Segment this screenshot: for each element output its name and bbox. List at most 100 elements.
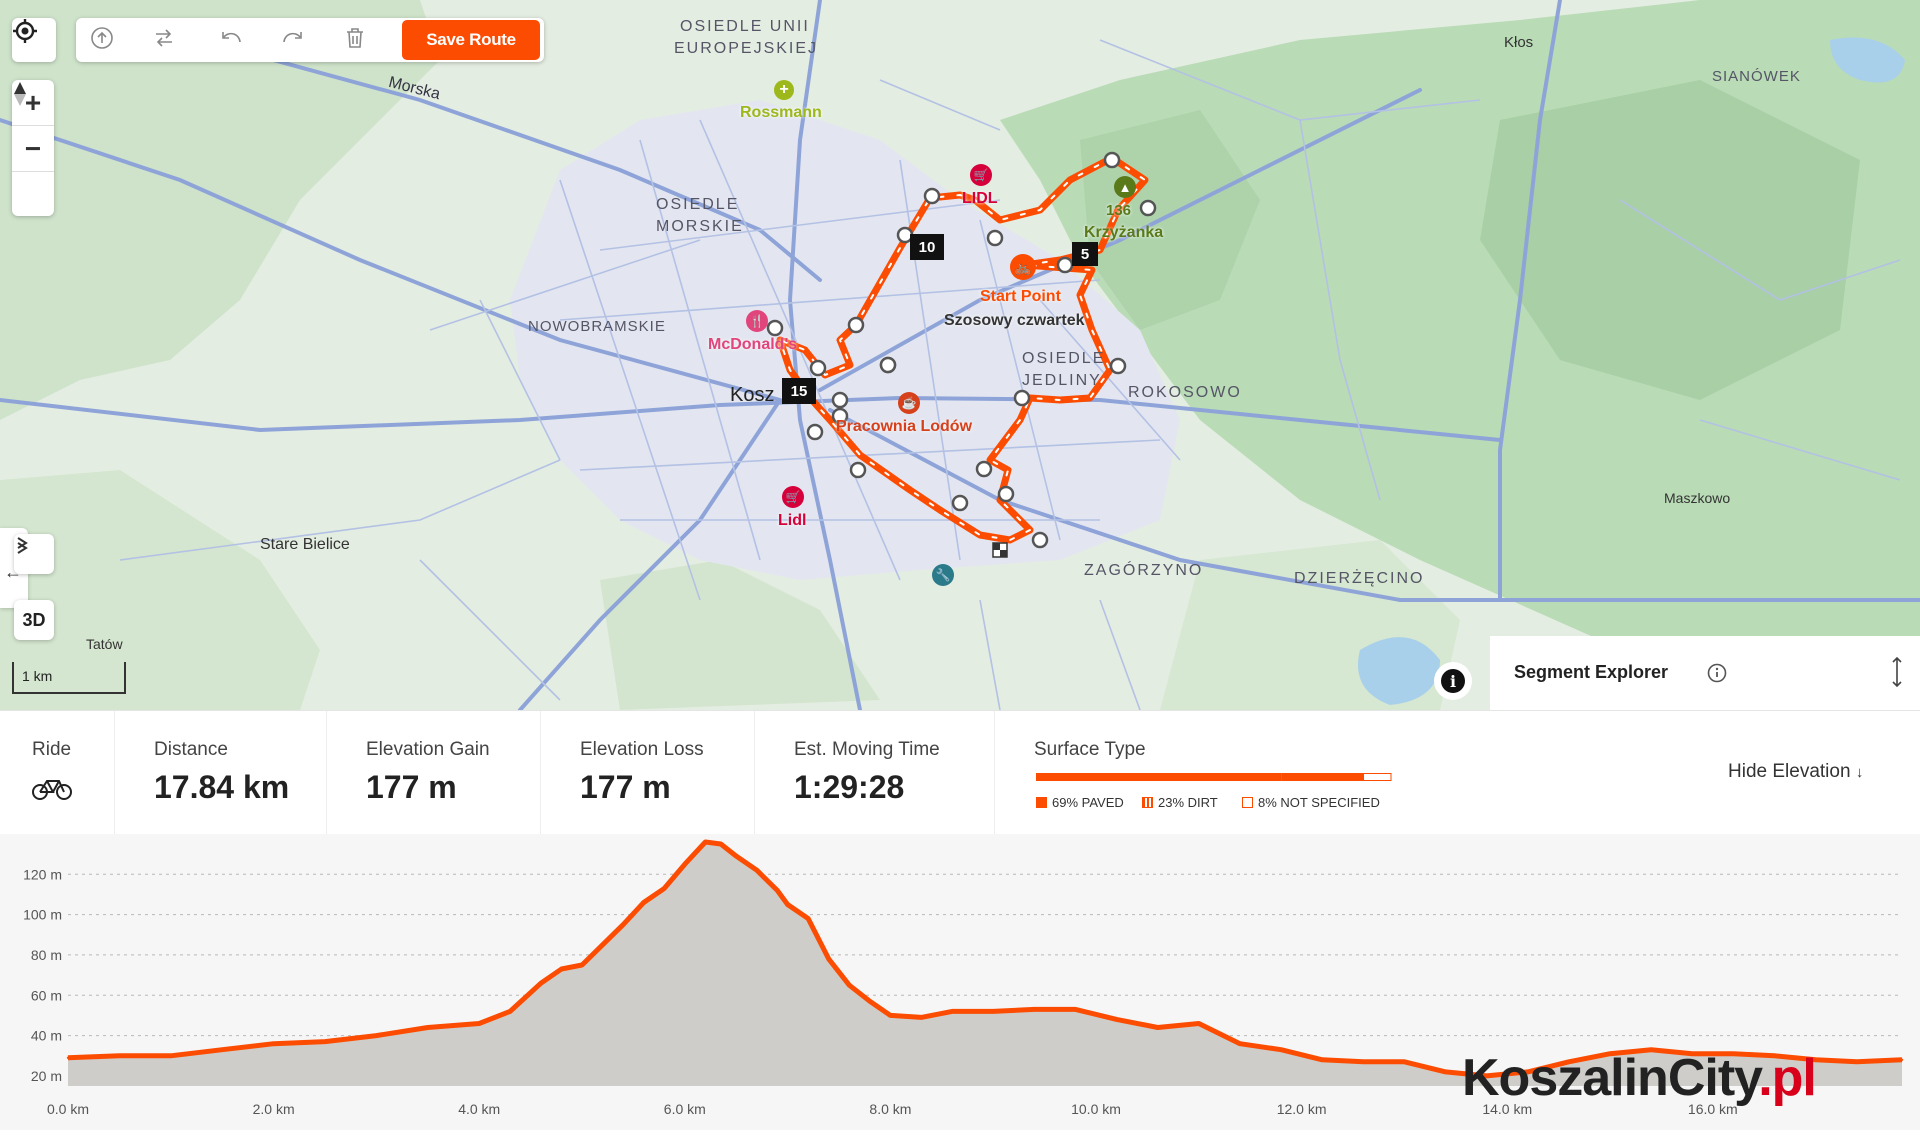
help-circle-icon[interactable] — [1706, 662, 1728, 684]
map-place-label: Kłos — [1504, 34, 1534, 51]
map-place-label: OSIEDLE — [1022, 350, 1106, 367]
elevation-point — [478, 1022, 481, 1025]
map-place-label: JEDLINY — [1022, 372, 1102, 389]
upload-icon[interactable] — [90, 26, 120, 54]
moving-time-value: 1:29:28 — [794, 769, 905, 805]
map-canvas[interactable] — [0, 0, 1920, 710]
layers-button[interactable] — [14, 534, 54, 574]
elevation-point — [683, 863, 686, 866]
save-route-button[interactable]: Save Route — [402, 20, 540, 60]
elevation-point — [1115, 1018, 1118, 1021]
surface-paved-fill — [1036, 773, 1282, 781]
legend-not-specified: 8% NOT SPECIFIED — [1242, 795, 1380, 810]
elevation-point — [426, 1026, 429, 1029]
start-point-bike-icon[interactable]: 🚲 — [1010, 254, 1036, 280]
distance-marker: 15 — [782, 378, 816, 404]
route-toolbar: Save Route — [76, 18, 544, 62]
elevation-point — [621, 923, 625, 926]
elevation-point — [1074, 1008, 1077, 1011]
segment-explorer-panel[interactable]: Segment Explorer — [1490, 636, 1920, 710]
redo-icon[interactable] — [280, 26, 310, 54]
map-place-label: ZAGÓRZYNO — [1084, 562, 1204, 579]
elevation-point — [272, 1042, 275, 1045]
compass-button[interactable] — [12, 82, 54, 217]
elevation-point — [323, 1040, 327, 1043]
map-place-label: ROKOSOWO — [1128, 384, 1242, 401]
poi-lidl-icon[interactable]: 🛒 — [782, 486, 804, 508]
distance-value: 17.84 km — [154, 769, 290, 805]
locate-button[interactable] — [12, 18, 56, 62]
elevation-chart[interactable]: 20 m 40 m 60 m 80 m 100 m 120 m 0.0 km 2.0 km 4.… — [0, 834, 1920, 1130]
watermark-logo: KoszalinCity.pl — [1462, 1049, 1817, 1107]
elevation-point — [1855, 1060, 1859, 1063]
distance-marker: 5 — [1072, 242, 1098, 266]
x-tick-label: 0.0 km — [47, 1101, 89, 1117]
elevation-point — [1403, 1060, 1406, 1063]
bike-icon — [32, 780, 72, 800]
route-map[interactable]: OSIEDLE UNII EUROPEJSKIEJ OSIEDLE MORSKI… — [0, 0, 1920, 710]
poi-mcdonalds-icon[interactable]: 🍴 — [746, 310, 768, 332]
elevation-point — [827, 957, 830, 961]
layers-icon — [17, 537, 28, 554]
x-tick-label: 4.0 km — [458, 1101, 500, 1117]
stat-elevation-loss: Elevation Loss 177 m — [548, 711, 755, 835]
elevation-point — [786, 903, 789, 906]
poi-label[interactable]: Szosowy czwartek — [944, 312, 1085, 329]
poi-label[interactable]: Lidl — [778, 512, 807, 529]
map-place-label: OSIEDLE UNII — [680, 18, 810, 35]
elevation-loss-label: Elevation Loss — [580, 739, 704, 760]
elevation-point — [1279, 1048, 1283, 1051]
elevation-point — [807, 917, 810, 920]
expand-vertical-icon[interactable] — [1890, 656, 1904, 688]
y-tick-label: 100 m — [23, 907, 62, 923]
x-tick-label: 16.0 km — [1688, 1101, 1738, 1117]
map-place-label: NOWOBRAMSKIE — [528, 318, 666, 335]
y-tick-label: 60 m — [31, 987, 62, 1003]
poi-label[interactable]: Krzyżanka — [1084, 224, 1164, 241]
poi-cafe-icon[interactable]: ☕ — [898, 392, 920, 414]
3d-toggle-button[interactable]: 3D — [14, 600, 54, 640]
elevation-point — [1773, 1054, 1776, 1057]
poi-label[interactable]: Rossmann — [740, 104, 822, 121]
zoom-in-button[interactable]: + — [12, 80, 54, 126]
map-city-label: Kosz — [730, 384, 775, 406]
poi-label[interactable]: McDonald's — [708, 336, 798, 353]
elevation-profile[interactable]: 20 m 40 m 60 m 80 m 100 m 120 m 0.0 km 2.0 km 4.… — [0, 834, 1920, 1130]
elevation-point — [1608, 1052, 1612, 1055]
poi-label[interactable]: Start Point — [980, 288, 1061, 305]
poi-rossmann-icon[interactable]: + — [774, 80, 794, 100]
elevation-point — [221, 1048, 224, 1051]
legend-dirt: 23% DIRT — [1142, 795, 1218, 810]
stat-surface-type: Surface Type 69% PAVED 23% DIRT 8% NOT S… — [1002, 711, 1422, 835]
x-tick-label: 8.0 km — [869, 1101, 911, 1117]
map-info-button[interactable]: i — [1434, 662, 1472, 700]
elevation-point — [1567, 1060, 1571, 1063]
x-tick-label: 12.0 km — [1277, 1101, 1327, 1117]
elevation-point — [1444, 1070, 1447, 1074]
poi-label[interactable]: Pracownia Lodów — [836, 418, 973, 435]
elevation-point — [560, 967, 563, 971]
peak-mountain-icon[interactable]: ▲ — [1114, 176, 1136, 198]
elevation-point — [1197, 1022, 1201, 1025]
map-place-label: Stare Bielice — [260, 536, 350, 553]
map-place-label: Maszkowo — [1664, 490, 1731, 506]
elevation-point — [539, 982, 543, 985]
map-place-label: DZIERŻĘCINO — [1294, 570, 1425, 587]
distance-label: Distance — [154, 739, 228, 760]
hide-elevation-button[interactable]: Hide Elevation ↓ — [1728, 761, 1864, 782]
poi-label[interactable]: LIDL — [962, 190, 998, 207]
x-tick-label: 10.0 km — [1071, 1101, 1121, 1117]
finish-flag-icon — [992, 542, 1008, 558]
reverse-icon[interactable] — [152, 26, 182, 54]
wrench-icon[interactable]: 🔧 — [932, 564, 954, 586]
poi-lidl-icon[interactable]: 🛒 — [970, 164, 992, 186]
trash-icon[interactable] — [344, 26, 374, 54]
map-place-label: MORSKIE — [656, 218, 744, 235]
zoom-out-button[interactable]: − — [12, 126, 54, 172]
elevation-point — [735, 854, 738, 858]
elevation-point — [1485, 1074, 1488, 1078]
y-tick-label: 40 m — [31, 1028, 62, 1044]
elevation-point — [375, 1034, 378, 1037]
elevation-point — [1362, 1060, 1365, 1063]
undo-icon[interactable] — [218, 26, 248, 54]
